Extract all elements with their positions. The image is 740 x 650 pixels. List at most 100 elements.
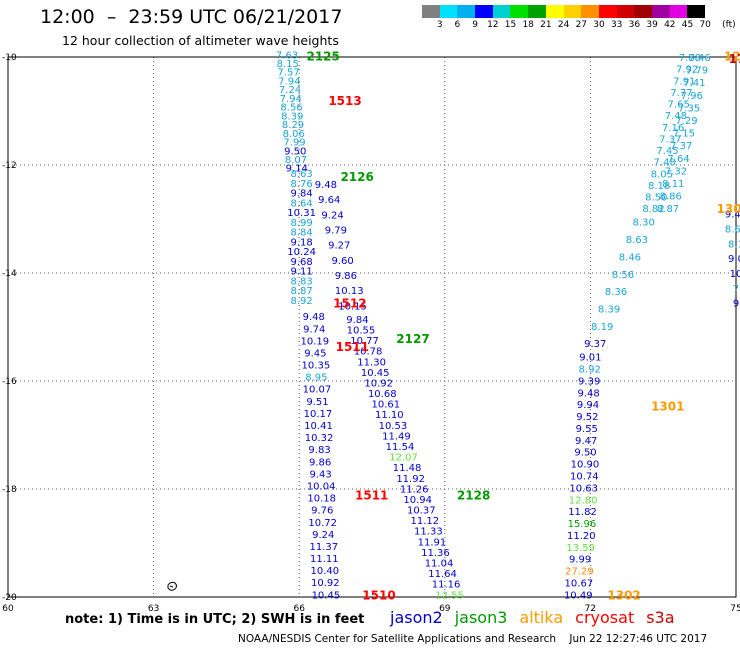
- wave-height-value: 11.82: [568, 507, 597, 518]
- wave-height-value: 9.01: [579, 353, 601, 364]
- wave-height-value: 8.15: [277, 59, 299, 70]
- lon-tick-label: 72: [585, 604, 596, 614]
- wave-height-value: 9.11: [290, 267, 312, 278]
- wave-height-value: 10.72: [308, 518, 337, 529]
- pass-number-label: 1513: [328, 94, 361, 108]
- wave-height-value: 7.99: [283, 138, 305, 149]
- wave-height-value: 7.32: [665, 166, 687, 177]
- legend-jason3: jason3: [454, 608, 508, 627]
- wave-height-value: 7.37: [670, 141, 692, 152]
- wave-height-value: 10.49: [564, 590, 593, 601]
- wave-height-value: 9.24: [312, 530, 334, 541]
- wave-height-value: 10.04: [307, 481, 336, 492]
- wave-height-value: 7.57: [277, 68, 299, 79]
- pass-number-label: 2127: [396, 332, 429, 346]
- scale-swatch: [669, 5, 688, 18]
- wave-height-value: 10.45: [361, 368, 390, 379]
- pass-number-label: 1511: [355, 488, 388, 502]
- wave-height-value: 9.42: [725, 210, 740, 221]
- wave-height-value: 9.47: [575, 436, 597, 447]
- wave-height-value: 9.99: [569, 555, 591, 566]
- scale-swatch: [492, 5, 511, 18]
- wave-height-value: 8.56: [612, 270, 634, 281]
- wave-height-value: 11.16: [432, 580, 461, 591]
- wave-height-value: 7.91: [673, 76, 695, 87]
- lat-tick-label: -12: [2, 161, 17, 171]
- wave-height-value: 8.86: [660, 192, 682, 203]
- units-note: note: 1) Time is in UTC; 2) SWH is in fe…: [65, 612, 365, 627]
- pass-number-label: 2128: [457, 488, 490, 502]
- wave-height-value: 8.19: [591, 322, 613, 333]
- scale-unit: (ft): [722, 20, 736, 30]
- wave-height-value: 10.53: [379, 421, 408, 432]
- lat-tick-label: -14: [2, 269, 17, 279]
- wave-height-value: 9.55: [576, 424, 598, 435]
- wave-height-value: 10.61: [371, 400, 400, 411]
- wave-height-value: 10.78: [354, 347, 383, 358]
- wave-height-value: 10.55: [347, 325, 376, 336]
- wave-height-value: 10.41: [304, 421, 333, 432]
- wave-height-value: 7.79: [686, 66, 708, 77]
- map-grid: [8, 57, 736, 597]
- wave-height-value: 7: [733, 284, 739, 295]
- wave-height-value: 8.95: [305, 373, 327, 384]
- wave-height-value: 11.36: [421, 548, 450, 559]
- wave-height-value: 8.30: [633, 218, 655, 229]
- wave-height-value: 8.82: [642, 204, 664, 215]
- wave-height-value: 9.64: [318, 195, 340, 206]
- wave-height-value: 8.56: [280, 103, 302, 114]
- wave-height-value: 7.88: [679, 53, 701, 64]
- wave-height-value: 9.86: [335, 271, 357, 282]
- wave-height-value: 8.05: [651, 169, 673, 180]
- pass-number-label: 17: [729, 52, 740, 66]
- wave-height-value: 11.49: [382, 431, 411, 442]
- wave-height-value: 9.48: [577, 388, 599, 399]
- scale-label: 21: [540, 20, 552, 30]
- wave-height-value: 7.15: [673, 129, 695, 140]
- wave-height-value: 8.83: [290, 276, 312, 287]
- scale-label: 12: [487, 20, 499, 30]
- scale-label: 6: [454, 20, 461, 30]
- wave-height-value: 11.12: [411, 516, 440, 527]
- scale-label: 15: [504, 20, 517, 30]
- scale-swatch: [475, 5, 493, 18]
- map-subtitle: 12 hour collection of altimeter wave hei…: [62, 33, 339, 48]
- wave-height-value: 8.46: [619, 252, 641, 263]
- scale-swatch: [634, 5, 652, 18]
- wave-height-value: 10.94: [403, 495, 432, 506]
- wave-height-value: 8.87: [657, 204, 679, 215]
- wave-height-value: 9.50: [574, 448, 596, 459]
- pass-number-label: 1512: [333, 297, 366, 311]
- lat-tick-label: -10: [2, 53, 17, 63]
- wave-height-value: 8.92: [290, 296, 312, 307]
- wave-height-value: 12.80: [569, 495, 598, 506]
- pass-number-label: 1300: [717, 202, 740, 216]
- wave-height-value: 10.15: [338, 301, 367, 312]
- lon-tick-label: 60: [2, 604, 14, 614]
- wave-height-value: 11.48: [393, 463, 422, 474]
- wave-height-value: 10.31: [287, 208, 316, 219]
- wave-height-value: 7.45: [656, 146, 678, 157]
- wave-height-value: 8.06: [283, 129, 305, 140]
- lon-tick-label: 66: [293, 604, 305, 614]
- lon-tick-label: 75: [730, 604, 740, 614]
- wave-height-value: 10.32: [305, 433, 334, 444]
- scale-swatch: [528, 5, 546, 18]
- credit-line: NOAA/NESDIS Center for Satellite Applica…: [238, 633, 708, 645]
- wave-height-value: 8.29: [282, 120, 304, 131]
- legend-altika: altika: [519, 608, 564, 627]
- wave-height-value: 9.60: [331, 256, 353, 267]
- island-icon: [167, 581, 177, 591]
- wave-height-value: 8.18: [648, 181, 670, 192]
- wave-height-value: 9.84: [290, 189, 312, 200]
- wave-height-value: 8.11: [662, 179, 684, 190]
- scale-label: 33: [610, 20, 623, 30]
- wave-height-value: 12.07: [389, 453, 418, 464]
- wave-height-value: 7.16: [662, 123, 684, 134]
- wave-height-value: 9.45: [304, 348, 326, 359]
- wave-height-values: 7.638.157.577.947.247.948.568.398.298.06…: [276, 50, 740, 601]
- wave-height-value: 10.37: [407, 506, 436, 517]
- lon-tick-label: 63: [148, 604, 159, 614]
- wave-height-value: 8.36: [605, 287, 627, 298]
